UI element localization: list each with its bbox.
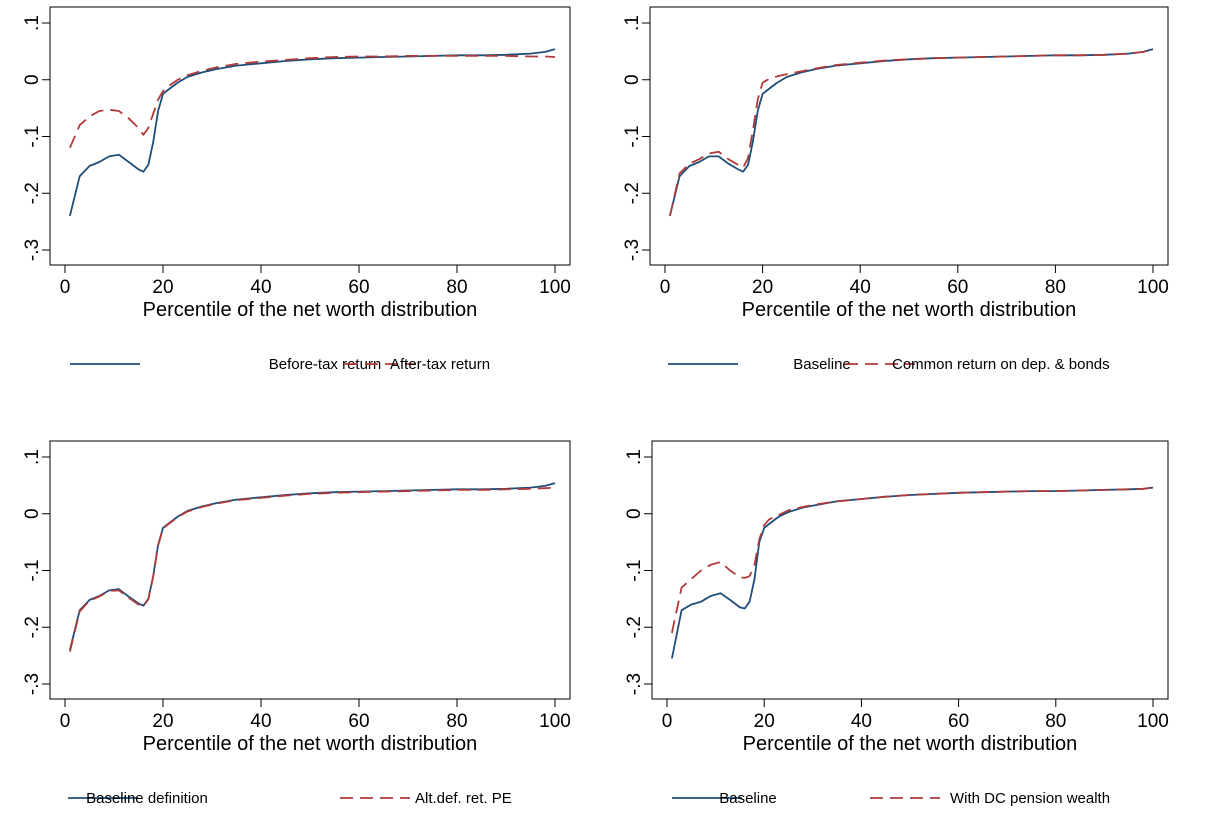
x-tick-label: 100 (1137, 711, 1169, 732)
legend-label: Baseline (793, 356, 851, 373)
series-line-dashed (69, 55, 556, 149)
x-tick-label: 100 (539, 277, 571, 298)
x-tick-label: 40 (250, 277, 271, 298)
y-tick-label: -.2 (22, 616, 43, 638)
y-tick-label: 0 (622, 74, 643, 85)
y-tick-label: .1 (22, 449, 43, 465)
x-tick-label: 80 (446, 711, 467, 732)
y-tick-label: .1 (622, 15, 643, 31)
x-tick-label: 0 (660, 277, 671, 298)
x-tick-label: 60 (348, 711, 369, 732)
x-tick-label: 20 (152, 711, 173, 732)
series-line-dashed (671, 486, 1154, 634)
y-tick-label: -.3 (622, 239, 643, 261)
legend: Baseline With DC pension wealth (672, 790, 1110, 807)
x-tick-label: 100 (1137, 277, 1169, 298)
legend-label: Before-tax return (269, 356, 382, 373)
x-axis-label: Percentile of the net worth distribution (743, 733, 1078, 755)
y-tick-label: -.2 (624, 616, 645, 638)
x-tick-label: 80 (446, 277, 467, 298)
x-tick-label: 40 (250, 711, 271, 732)
y-tick-label: -.1 (624, 559, 645, 581)
y-tick-label: -.1 (622, 125, 643, 147)
y-tick-label: -.1 (22, 125, 43, 147)
plot-frame (49, 440, 571, 700)
series-line-solid (671, 486, 1154, 659)
x-tick-label: 100 (539, 711, 571, 732)
legend-label: Alt.def. ret. PE (415, 790, 512, 807)
legend-label: Baseline definition (86, 790, 208, 807)
x-tick-label: 60 (348, 277, 369, 298)
legend: Before-tax return After-tax return (70, 356, 490, 373)
legend-label: With DC pension wealth (950, 790, 1110, 807)
legend: Baseline definition Alt.def. ret. PE (68, 790, 512, 807)
legend: Baseline Common return on dep. & bonds (668, 356, 1110, 373)
plot-frame (49, 6, 571, 266)
x-tick-label: 60 (948, 711, 969, 732)
legend-label: Common return on dep. & bonds (892, 356, 1110, 373)
series-line-solid (669, 48, 1154, 217)
x-tick-label: 80 (1045, 277, 1066, 298)
y-tick-label: -.3 (624, 673, 645, 695)
series-line-dashed (69, 486, 556, 652)
y-tick-label: -.1 (22, 559, 43, 581)
chart-panel-1: -.3 -.2 -.1 0 .1 0 20 40 60 80 100 Percentile of th… (22, 6, 571, 373)
x-tick-label: 40 (851, 711, 872, 732)
y-tick-label: 0 (624, 508, 645, 519)
y-tick-label: 0 (22, 508, 43, 519)
y-tick-label: .1 (624, 449, 645, 465)
x-tick-label: 80 (1045, 711, 1066, 732)
series-line-dashed (669, 48, 1154, 217)
y-tick-label: -.3 (22, 673, 43, 695)
y-tick-label: -.3 (22, 239, 43, 261)
x-tick-label: 20 (152, 277, 173, 298)
x-axis-label: Percentile of the net worth distribution (143, 733, 478, 755)
x-axis-label: Percentile of the net worth distribution (143, 299, 478, 321)
chart-panel-3: -.3 -.2 -.1 0 .1 0 20 40 60 80 100 Percentile of th… (22, 440, 571, 807)
legend-label: Baseline (719, 790, 777, 807)
x-tick-label: 20 (752, 277, 773, 298)
chart-panel-2: -.3 -.2 -.1 0 .1 0 20 40 60 80 100 Percentile of th… (622, 6, 1169, 373)
y-tick-label: .1 (22, 15, 43, 31)
legend-label: After-tax return (390, 356, 490, 373)
y-tick-label: -.2 (22, 182, 43, 204)
series-line-solid (69, 482, 556, 651)
x-tick-label: 60 (947, 277, 968, 298)
x-tick-label: 0 (60, 277, 71, 298)
x-tick-label: 20 (754, 711, 775, 732)
y-tick-label: -.2 (622, 182, 643, 204)
plot-frame (649, 6, 1169, 266)
x-axis-label: Percentile of the net worth distribution (742, 299, 1077, 321)
x-tick-label: 0 (60, 711, 71, 732)
x-tick-label: 0 (662, 711, 673, 732)
chart-panel-4: -.3 -.2 -.1 0 .1 0 20 40 60 80 100 Percentile of th… (624, 440, 1169, 807)
x-tick-label: 40 (850, 277, 871, 298)
y-tick-label: 0 (22, 74, 43, 85)
